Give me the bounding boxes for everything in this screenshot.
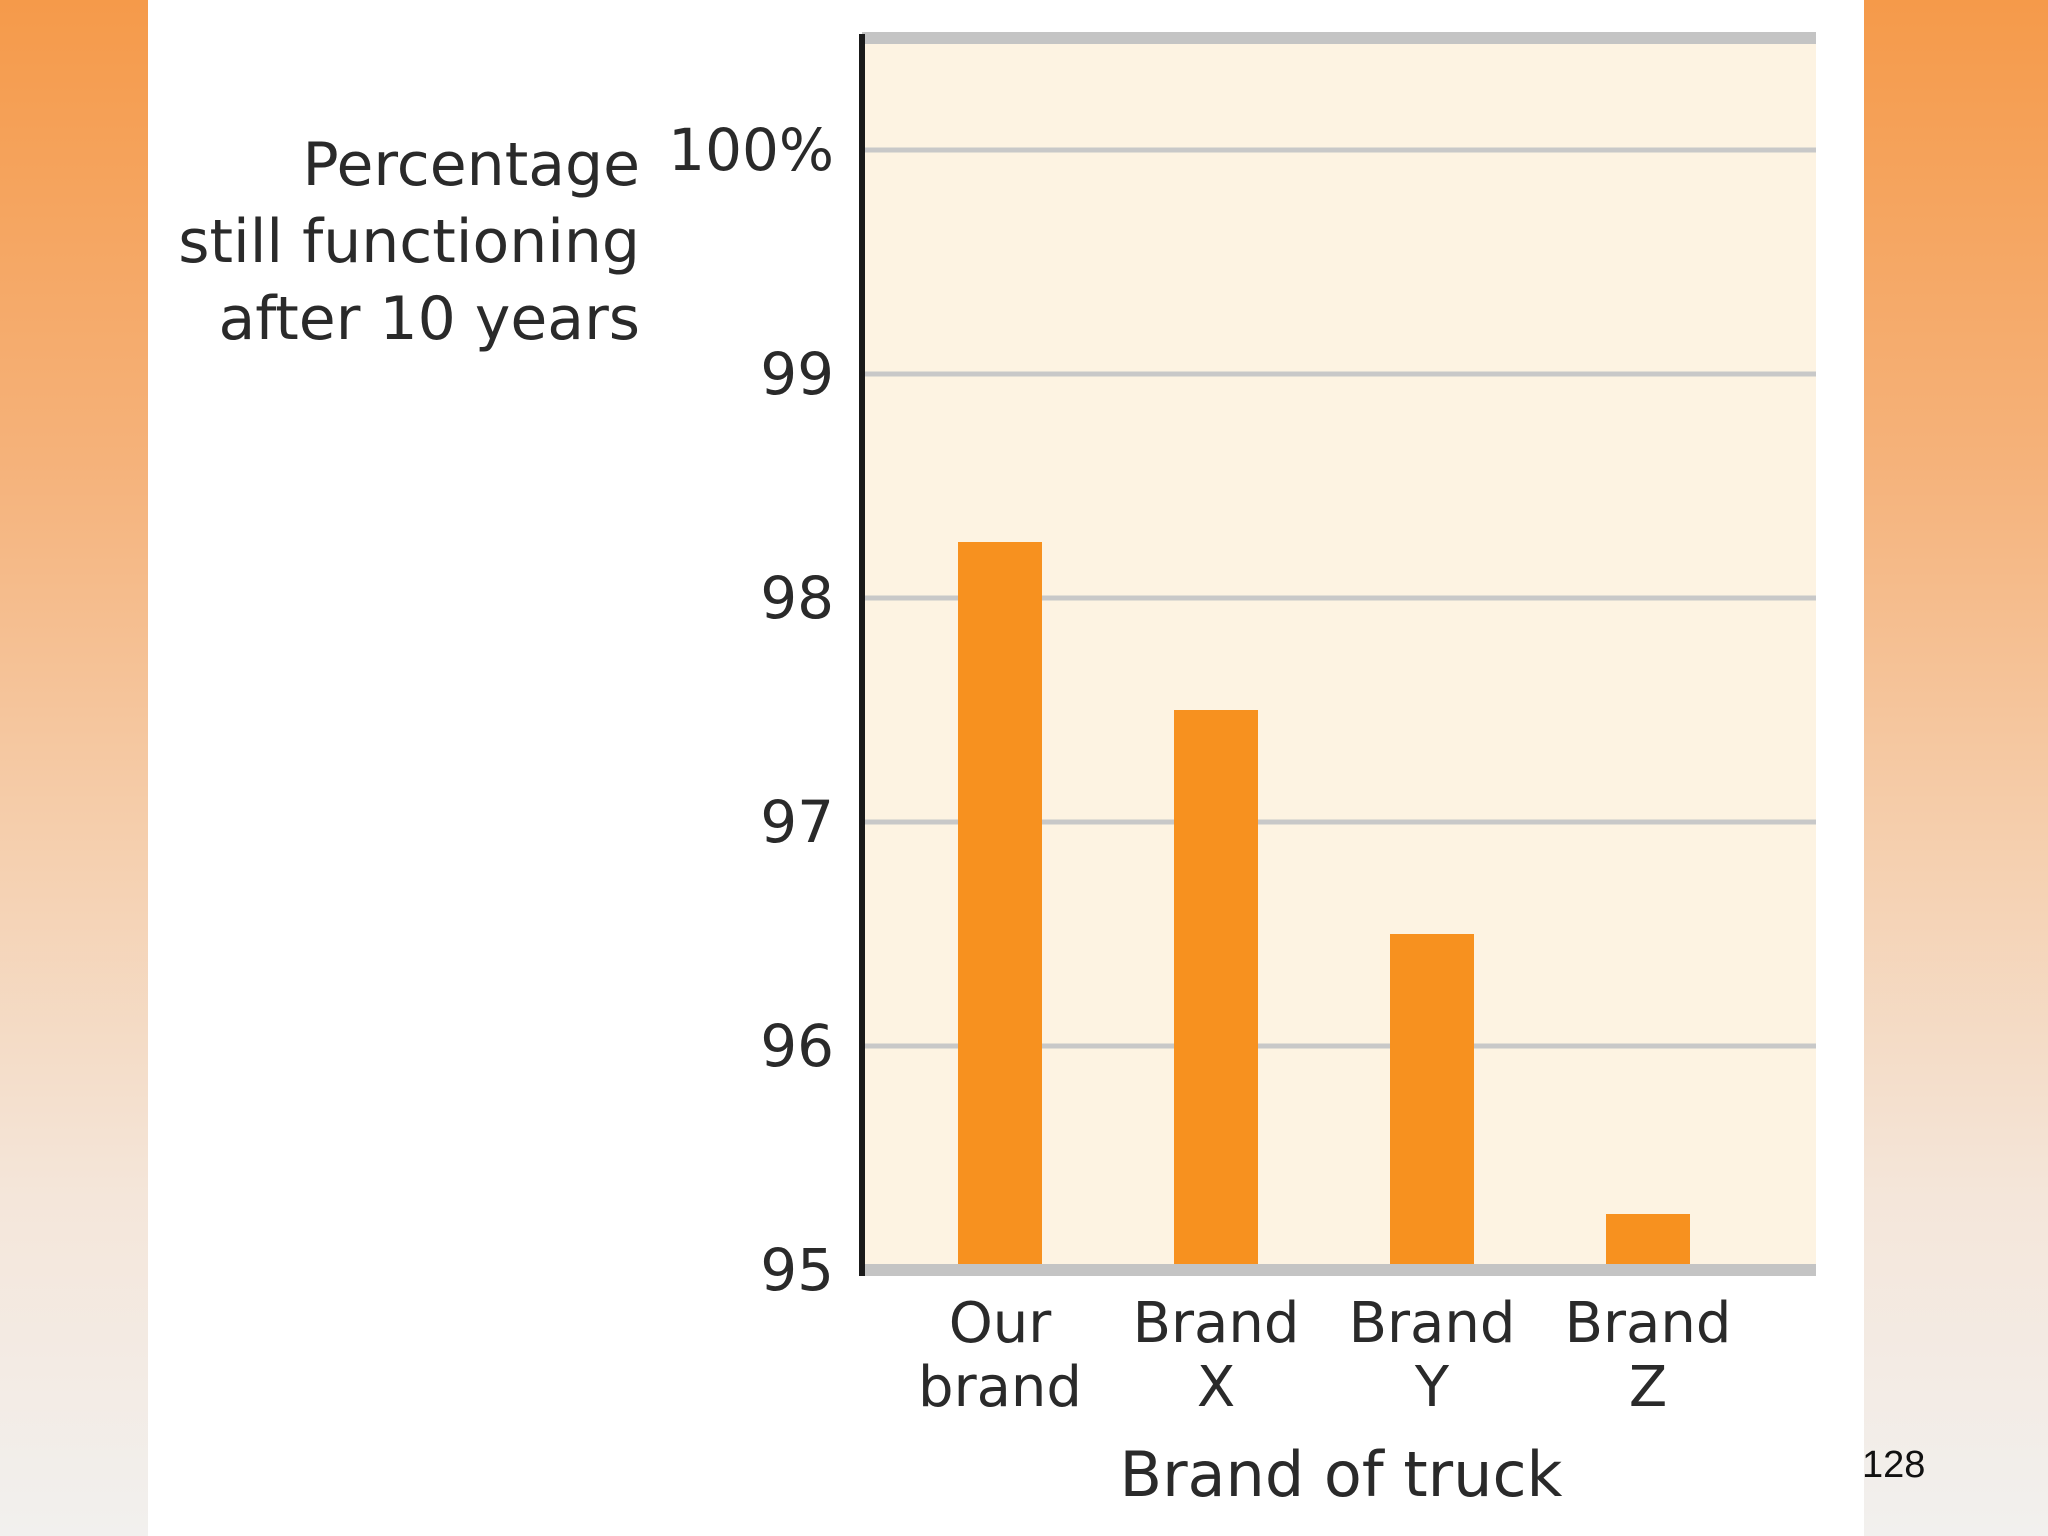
y-tick-label: 98 [760, 564, 834, 632]
bar-4 [1606, 1214, 1690, 1270]
y-axis-title-line-1: Percentage [302, 130, 640, 200]
x-category-label-line-2: X [1197, 1355, 1235, 1420]
page-number: 128 [1862, 1444, 1926, 1486]
x-category-label-line-1: Our [949, 1291, 1053, 1356]
y-tick-label: 95 [760, 1236, 834, 1304]
bar-3 [1390, 934, 1474, 1270]
slide: 95 96 97 98 99 100% Our brand Brand X Brand Y Brand… [148, 0, 1864, 1536]
x-axis-title: Brand of truck [1120, 1438, 1563, 1511]
bars [958, 542, 1690, 1270]
y-tick-label: 100% [668, 116, 834, 184]
x-category-label-line-1: Brand [1565, 1291, 1732, 1356]
bar-2 [1174, 710, 1258, 1270]
y-axis-title-line-3: after 10 years [218, 284, 640, 354]
x-category-label-line-2: brand [918, 1355, 1082, 1420]
x-category-label-line-2: Z [1629, 1355, 1667, 1420]
bar-1 [958, 542, 1042, 1270]
y-tick-label: 97 [760, 788, 834, 856]
x-category-label-line-1: Brand [1133, 1291, 1300, 1356]
x-category-label-line-1: Brand [1349, 1291, 1516, 1356]
y-axis-title-line-2: still functioning [178, 207, 640, 277]
y-tick-label: 99 [760, 340, 834, 408]
y-tick-labels: 95 96 97 98 99 100% [668, 116, 834, 1304]
y-tick-label: 96 [760, 1012, 834, 1080]
x-category-label-line-2: Y [1414, 1355, 1450, 1420]
